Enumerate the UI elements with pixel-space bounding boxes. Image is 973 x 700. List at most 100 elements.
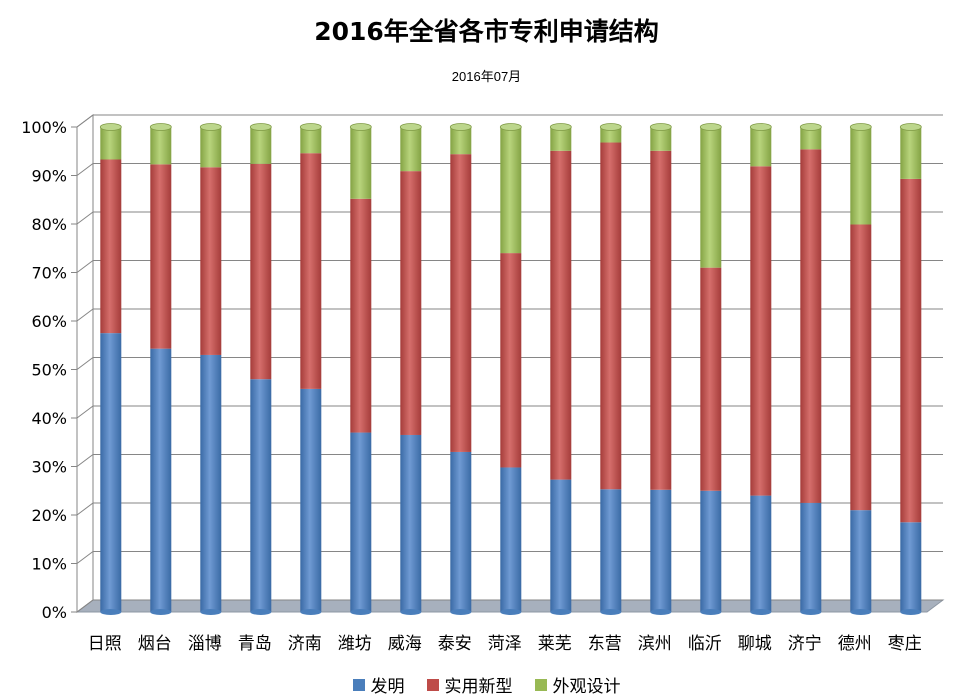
x-label-聊城: 聊城: [738, 634, 772, 654]
bar-淄博-发明: [200, 354, 222, 612]
bar-base-莱芜: [550, 609, 572, 615]
bar-cap-滨州: [649, 123, 672, 131]
bar-cap-威海: [399, 123, 422, 131]
bar-cap-莱芜: [549, 123, 572, 131]
legend-item: 外观设计: [534, 672, 621, 697]
legend: 发明 实用新型 外观设计: [0, 672, 973, 697]
bar-德州-外观设计: [850, 127, 872, 225]
y-tick-label: 60%: [31, 312, 67, 331]
bar-威海-发明: [400, 434, 422, 612]
bar-济宁-外观设计: [800, 127, 822, 150]
y-tick-label: 100%: [21, 118, 67, 137]
bar-cap-东营: [599, 123, 622, 131]
bar-枣庄-实用新型: [900, 178, 922, 523]
bar-青岛-外观设计: [250, 127, 272, 164]
legend-label: 发明: [370, 677, 405, 697]
chart-title: 2016年全省各市专利申请结构: [314, 17, 659, 46]
legend-label: 外观设计: [552, 677, 621, 697]
bar-东营-发明: [600, 489, 622, 612]
bar-cap-泰安: [449, 123, 472, 131]
bar-淄博-外观设计: [200, 127, 222, 168]
bar-济宁-实用新型: [800, 149, 822, 503]
y-tick-label: 50%: [31, 361, 67, 380]
x-label-青岛: 青岛: [238, 634, 272, 654]
legend-label: 实用新型: [444, 677, 513, 697]
bar-cap-枣庄: [899, 123, 922, 131]
x-label-济南: 济南: [288, 634, 322, 654]
chart-subtitle: 2016年07月: [451, 69, 522, 84]
bar-base-德州: [850, 609, 872, 615]
legend-swatch: [534, 678, 547, 691]
bar-base-济南: [300, 609, 322, 615]
bar-菏泽-发明: [500, 467, 522, 612]
gridline: [76, 114, 943, 128]
bar-cap-济南: [299, 123, 322, 131]
bar-日照-发明: [100, 333, 122, 612]
bar-聊城-外观设计: [750, 127, 772, 167]
bar-青岛-实用新型: [250, 163, 272, 380]
bar-泰安-实用新型: [450, 154, 472, 452]
bar-滨州-实用新型: [650, 150, 672, 490]
bar-德州-实用新型: [850, 224, 872, 511]
x-label-烟台: 烟台: [138, 634, 172, 654]
x-label-东营: 东营: [588, 634, 622, 654]
bar-枣庄-发明: [900, 522, 922, 612]
bar-潍坊-外观设计: [350, 127, 372, 199]
bar-base-威海: [400, 609, 422, 615]
bar-cap-日照: [99, 123, 122, 131]
bar-威海-外观设计: [400, 127, 422, 172]
bar-莱芜-外观设计: [550, 127, 572, 151]
bar-cap-潍坊: [349, 123, 372, 131]
y-tick-label: 70%: [31, 264, 67, 283]
y-tick-label: 80%: [31, 215, 67, 234]
bar-base-聊城: [750, 609, 772, 615]
legend-item: 发明: [352, 672, 405, 697]
bar-临沂-发明: [700, 490, 722, 612]
bar-cap-菏泽: [499, 123, 522, 131]
bar-cap-济宁: [799, 123, 822, 131]
x-label-莱芜: 莱芜: [538, 634, 572, 654]
y-tick-label: 10%: [31, 555, 67, 574]
x-label-威海: 威海: [388, 634, 422, 654]
bar-base-枣庄: [900, 609, 922, 615]
legend-swatch: [426, 678, 439, 691]
bar-cap-临沂: [699, 123, 722, 131]
x-label-枣庄: 枣庄: [888, 634, 922, 654]
x-label-临沂: 临沂: [688, 634, 722, 654]
bar-聊城-发明: [750, 495, 772, 612]
bar-base-青岛: [250, 609, 272, 615]
bar-威海-实用新型: [400, 171, 422, 435]
y-tick-label: 20%: [31, 506, 67, 525]
bar-泰安-发明: [450, 451, 472, 612]
bar-聊城-实用新型: [750, 166, 772, 496]
bar-base-泰安: [450, 609, 472, 615]
y-tick-label: 40%: [31, 409, 67, 428]
bar-济宁-发明: [800, 502, 822, 612]
bar-cap-烟台: [149, 123, 172, 131]
bar-烟台-外观设计: [150, 127, 172, 165]
bar-潍坊-实用新型: [350, 198, 372, 433]
bar-德州-发明: [850, 510, 872, 612]
bar-base-菏泽: [500, 609, 522, 615]
bar-泰安-外观设计: [450, 127, 472, 155]
bar-cap-德州: [849, 123, 872, 131]
bar-base-东营: [600, 609, 622, 615]
bar-烟台-实用新型: [150, 164, 172, 349]
bar-cap-聊城: [749, 123, 772, 131]
bar-cap-青岛: [249, 123, 272, 131]
bar-莱芜-实用新型: [550, 150, 572, 480]
bar-菏泽-实用新型: [500, 253, 522, 468]
x-label-菏泽: 菏泽: [488, 634, 522, 654]
y-tick-label: 30%: [31, 458, 67, 477]
bar-日照-实用新型: [100, 159, 122, 334]
bar-滨州-外观设计: [650, 127, 672, 151]
bar-base-济宁: [800, 609, 822, 615]
x-label-德州: 德州: [838, 634, 872, 654]
bar-base-淄博: [200, 609, 222, 615]
bar-base-临沂: [700, 609, 722, 615]
y-tick-label: 0%: [42, 603, 67, 622]
bar-济南-外观设计: [300, 127, 322, 154]
y-tick-label: 90%: [31, 167, 67, 186]
